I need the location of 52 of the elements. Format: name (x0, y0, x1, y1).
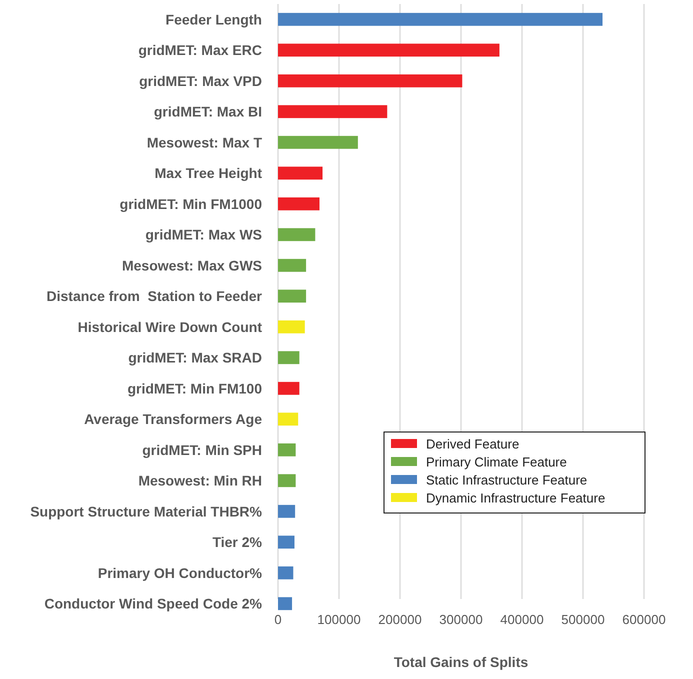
bar (278, 136, 358, 149)
y-tick-label: Conductor Wind Speed Code 2% (44, 596, 263, 612)
legend-label: Static Infrastructure Feature (426, 472, 588, 488)
y-tick-label: Max Tree Height (154, 165, 262, 182)
y-tick-label: gridMET: Max WS (145, 226, 262, 243)
y-tick-label: Tier 2% (212, 534, 263, 550)
y-tick-label: Mesowest: Max T (146, 134, 262, 150)
bar (278, 566, 294, 580)
bar (278, 412, 298, 426)
bar (278, 105, 388, 118)
bar (278, 351, 300, 364)
y-tick-label: gridMET: Max BI (154, 104, 262, 120)
bar (278, 74, 462, 88)
y-tick-label: gridMET: Max ERC (138, 42, 262, 58)
y-tick-label: Feeder Length (166, 11, 262, 28)
y-tick-label: gridMET: Min SPH (142, 442, 262, 458)
y-tick-label: Historical Wire Down Count (78, 318, 262, 335)
y-tick-label: Mesowest: Min RH (138, 472, 262, 489)
bar (278, 166, 323, 180)
x-tick-label: 600000 (622, 612, 666, 627)
x-tick-label: 300000 (439, 612, 483, 627)
bar (278, 12, 603, 26)
x-tick-label: 500000 (561, 612, 605, 627)
bar (278, 504, 296, 518)
legend-label: Derived Feature (426, 436, 520, 452)
y-tick-label: Distance from Station to Feeder (46, 288, 263, 304)
bar (278, 228, 316, 242)
y-tick-label: gridMET: Min FM1000 (120, 196, 262, 212)
bar (278, 258, 306, 272)
bar (278, 536, 294, 549)
bar (278, 197, 320, 210)
y-tick-label: Support Structure Material THBR% (30, 503, 263, 520)
bar (278, 44, 500, 57)
y-tick-label: Average Transformers Age (84, 411, 262, 428)
legend-label: Primary Climate Feature (426, 454, 567, 470)
y-tick-label: gridMET: Min FM100 (127, 380, 262, 396)
bar (278, 320, 305, 334)
x-tick-label: 0 (274, 612, 282, 627)
bar (278, 474, 296, 488)
bar (278, 382, 300, 395)
bar (278, 597, 292, 610)
bar (278, 290, 306, 303)
legend-label: Dynamic Infrastructure Feature (426, 490, 606, 506)
y-tick-label: Mesowest: Max GWS (122, 257, 262, 274)
x-tick-label: 200000 (378, 612, 422, 627)
x-axis-title: Total Gains of Splits (394, 654, 528, 670)
y-tick-label: gridMET: Max VPD (139, 72, 262, 89)
y-tick-label: gridMET: Max SRAD (128, 350, 262, 366)
y-tick-label: Primary OH Conductor% (98, 564, 263, 581)
x-tick-label: 400000 (500, 612, 544, 627)
x-tick-label: 100000 (317, 612, 361, 627)
bar (278, 443, 296, 456)
